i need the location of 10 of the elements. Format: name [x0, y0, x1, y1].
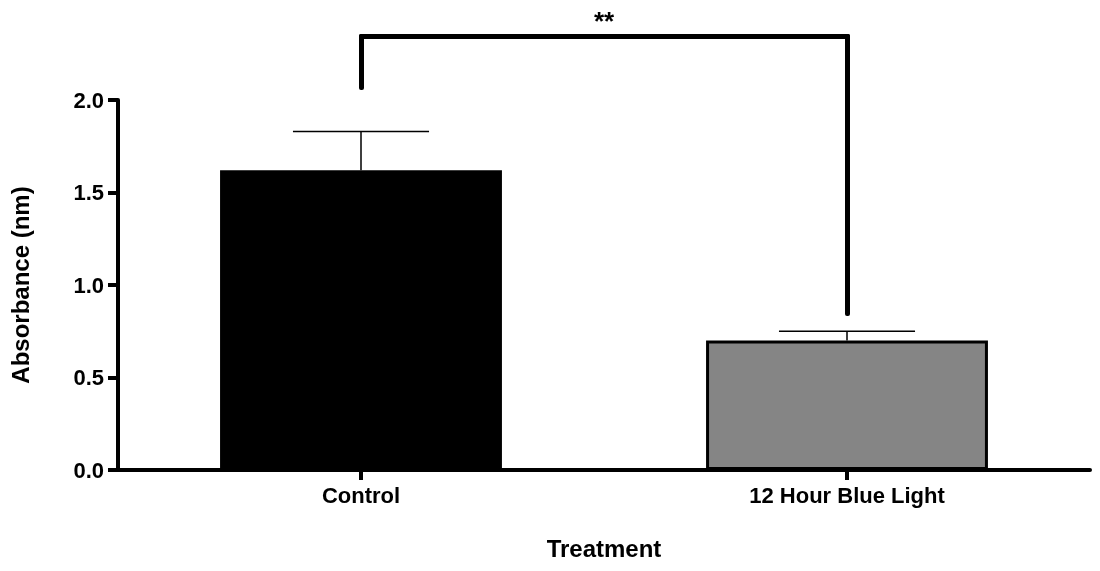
- text: **: [593, 6, 615, 36]
- x-tick-label: Control: [321, 482, 401, 508]
- y-tick-label: 2.0: [73, 87, 104, 113]
- y-tick-label: 1.5: [73, 180, 104, 205]
- x-tick-label: 12 Hour Blue Light: [749, 482, 946, 508]
- y-tick-label: 0.0: [73, 457, 104, 483]
- y-axis-title: Absorbance (nm): [6, 186, 34, 384]
- y-tick-label: 0.5: [73, 365, 104, 390]
- x-axis-title: Treatment: [546, 534, 662, 562]
- y-tick-label: 1.0: [73, 272, 104, 298]
